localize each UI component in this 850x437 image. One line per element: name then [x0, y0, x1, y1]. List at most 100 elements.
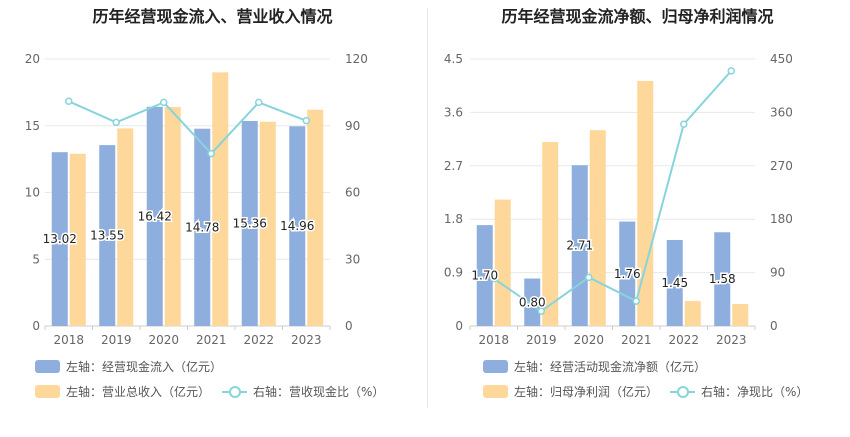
data-label: 2.71: [566, 239, 593, 253]
right-axis-tick-label: 450: [770, 52, 793, 66]
bar-series1: [99, 145, 116, 326]
legend-label-net-profit: 左轴：归母净利润（亿元）: [514, 385, 659, 399]
left-axis-tick-label: 0: [455, 319, 463, 333]
x-axis-tick-label: 2022: [668, 333, 699, 347]
legend-swatch-revenue: [35, 385, 60, 398]
left-axis-tick-label: 15: [25, 119, 40, 133]
legend-swatch-net-profit: [483, 385, 508, 398]
bar-series1: [619, 221, 636, 326]
bar-series2: [212, 72, 229, 326]
legend-label-net-cash-flow: 左轴：经营活动现金流净额（亿元）: [514, 360, 707, 374]
right-axis-tick-label: 180: [770, 212, 793, 226]
x-axis-tick-label: 2021: [621, 333, 652, 347]
line-series: [68, 100, 307, 156]
chart-left-svg: 0 5 10 15 20 0 30 60 90 120 2018 2019 2020 2021 2022 20…: [25, 52, 368, 347]
data-label: 1.45: [661, 276, 688, 290]
bar-series1: [51, 152, 68, 326]
bar-series1: [666, 239, 683, 326]
left-axis-tick-label: 1.8: [444, 212, 463, 226]
left-axis-tick-label: 0.9: [444, 266, 463, 280]
bar-series1: [476, 225, 493, 326]
data-label: 14.96: [280, 219, 314, 233]
right-axis-tick-label: 360: [770, 105, 793, 119]
bar-series1: [241, 120, 258, 326]
left-axis-tick-label: 3.6: [444, 105, 463, 119]
data-label: 1.58: [709, 272, 736, 286]
right-axis-tick-label: 0: [770, 319, 778, 333]
data-label: 13.02: [43, 232, 77, 246]
bar-series1: [524, 278, 541, 326]
right-axis-tick-label: 60: [345, 186, 360, 200]
data-label: 16.42: [138, 209, 172, 223]
left-axis-tick-label: 10: [25, 186, 40, 200]
x-axis-tick-label: 2019: [101, 333, 132, 347]
legend-swatch-cash-revenue-ratio: [222, 385, 247, 398]
legend-label-cash-revenue-ratio: 右轴：营收现金比（%）: [253, 385, 385, 399]
left-axis-tick-label: 0: [32, 319, 40, 333]
legend-swatch-net-cash-ratio: [670, 385, 695, 398]
chart-right-svg: 0 0.9 1.8 2.7 3.6 4.5 0 90 180 270 360 450 2018 2019 2…: [444, 52, 793, 347]
legend-item-net-cash-flow[interactable]: 左轴：经营活动现金流净额（亿元）: [483, 358, 706, 375]
bar-series1: [289, 126, 306, 326]
legend-swatch-cash-inflow: [35, 360, 60, 373]
chart-panel-right: 历年经营现金流净额、归母净利润情况 0 0.9 1.8 2.7 3.6 4.5 0 90 180…: [425, 0, 850, 437]
panel-divider: [427, 8, 428, 408]
legend-item-cash-inflow[interactable]: 左轴：经营现金流入（亿元）: [35, 358, 222, 375]
bar-series2: [494, 199, 511, 326]
legend-item-net-cash-ratio[interactable]: 右轴：净现比（%）: [670, 383, 808, 400]
line-point: [112, 118, 120, 127]
line-point: [65, 97, 73, 106]
x-axis-tick-label: 2022: [243, 333, 274, 347]
left-axis-tick-label: 20: [25, 52, 40, 66]
right-axis-tick-label: 90: [345, 119, 360, 133]
x-axis-tick-label: 2018: [53, 333, 84, 347]
legend-item-revenue[interactable]: 左轴：营业总收入（亿元）: [35, 383, 210, 400]
line-point: [207, 149, 215, 158]
right-axis-tick-label: 30: [345, 252, 360, 266]
left-axis-tick-label: 4.5: [444, 52, 463, 66]
legend-label-net-cash-ratio: 右轴：净现比（%）: [701, 385, 809, 399]
data-label: 0.80: [519, 295, 546, 309]
line-point: [490, 274, 498, 283]
line-point: [255, 98, 263, 107]
data-label: 13.55: [90, 229, 124, 243]
x-axis-tick-label: 2023: [291, 333, 322, 347]
left-axis-tick-label: 2.7: [444, 159, 463, 173]
bar-series1: [714, 232, 731, 326]
right-axis-tick-label: 270: [770, 159, 793, 173]
x-axis-tick-label: 2020: [148, 333, 179, 347]
chart-title-left: 历年经营现金流入、营业收入情况: [92, 7, 333, 26]
line-point: [680, 120, 688, 129]
bar-series2: [259, 121, 276, 327]
data-label: 1.76: [614, 267, 641, 281]
left-axis-tick-label: 5: [32, 252, 40, 266]
bar-series2: [117, 128, 134, 326]
x-axis-tick-label: 2020: [573, 333, 604, 347]
bar-series2: [307, 109, 324, 326]
legend-swatch-net-cash-flow: [483, 360, 508, 373]
right-axis-tick-label: 120: [345, 52, 368, 66]
legend-label-revenue: 左轴：营业总收入（亿元）: [66, 385, 211, 399]
line-point: [537, 307, 545, 315]
bar-series2: [637, 80, 654, 326]
chart-title-right: 历年经营现金流净额、归母净利润情况: [501, 7, 774, 26]
line-point: [727, 67, 735, 75]
bar-series2: [684, 301, 701, 326]
x-axis-tick-label: 2021: [196, 333, 227, 347]
bar-series2: [732, 304, 749, 326]
data-label: 14.78: [185, 220, 219, 234]
legend-label-cash-inflow: 左轴：经营现金流入（亿元）: [66, 360, 223, 374]
legend-item-net-profit[interactable]: 左轴：归母净利润（亿元）: [483, 383, 658, 400]
data-label: 1.70: [471, 269, 498, 283]
line-point: [160, 98, 168, 107]
bar-series2: [164, 107, 181, 326]
data-label: 15.36: [233, 216, 267, 230]
line-point: [632, 297, 640, 305]
bar-series2: [69, 153, 86, 326]
bar-series1: [146, 106, 163, 326]
x-axis-tick-label: 2018: [478, 333, 509, 347]
legend-item-cash-revenue-ratio[interactable]: 右轴：营收现金比（%）: [222, 383, 384, 400]
bar-series2: [589, 130, 606, 326]
chart-panel-left: 历年经营现金流入、营业收入情况 0 5 10 15 20 0 30 60 90 120 2018 20…: [25, 7, 385, 400]
x-axis-tick-label: 2023: [716, 333, 747, 347]
